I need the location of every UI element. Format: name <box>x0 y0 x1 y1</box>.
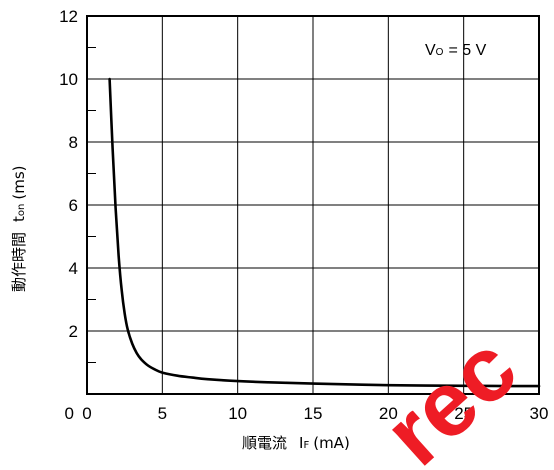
series-line <box>108 77 541 388</box>
y-tick-label-zero: 0 <box>65 404 74 423</box>
x-tick-label: 25 <box>454 404 473 423</box>
watermark: rec <box>365 317 536 470</box>
x-tick-labels: 0 5 10 15 20 25 30 <box>82 404 548 423</box>
x-tick-label: 5 <box>158 404 167 423</box>
annotation-value: = 5 V <box>448 42 486 59</box>
x-axis-symbol: I <box>299 434 303 452</box>
x-axis-unit: (mA) <box>313 434 350 452</box>
minor-ticks <box>87 47 96 363</box>
x-tick-label: 20 <box>379 404 398 423</box>
x-tick-label: 15 <box>304 404 323 423</box>
y-tick-label: 10 <box>59 70 78 89</box>
y-tick-label: 2 <box>69 322 78 341</box>
x-axis-title: 順電流 IF (mA) <box>242 434 350 452</box>
condition-annotation: VO = 5 V <box>425 42 487 59</box>
plot-frame <box>86 15 540 395</box>
y-axis-symbol: t <box>10 216 28 222</box>
y-axis-unit: (ms) <box>10 165 28 199</box>
x-tick-label: 10 <box>228 404 247 423</box>
watermark-text: rec <box>365 317 536 470</box>
y-axis-title: 動作時間 ton (ms) <box>10 165 28 292</box>
y-tick-labels: 0 2 4 6 8 10 12 <box>59 7 78 423</box>
y-tick-label: 8 <box>69 133 78 152</box>
y-tick-label: 6 <box>69 196 78 215</box>
series-group <box>108 77 541 388</box>
annotation-symbol: V <box>425 42 436 59</box>
y-axis-subscript: on <box>16 204 27 216</box>
y-tick-label: 4 <box>69 259 78 278</box>
x-tick-label: 30 <box>530 404 549 423</box>
grid-lines <box>87 16 539 394</box>
annotation-subscript: O <box>436 47 444 58</box>
x-axis-subscript: F <box>303 440 309 451</box>
x-axis-title-main: 順電流 <box>242 434 287 452</box>
y-axis-title-main: 動作時間 <box>10 232 28 292</box>
y-tick-label: 12 <box>59 7 78 26</box>
x-tick-label: 0 <box>82 404 91 423</box>
